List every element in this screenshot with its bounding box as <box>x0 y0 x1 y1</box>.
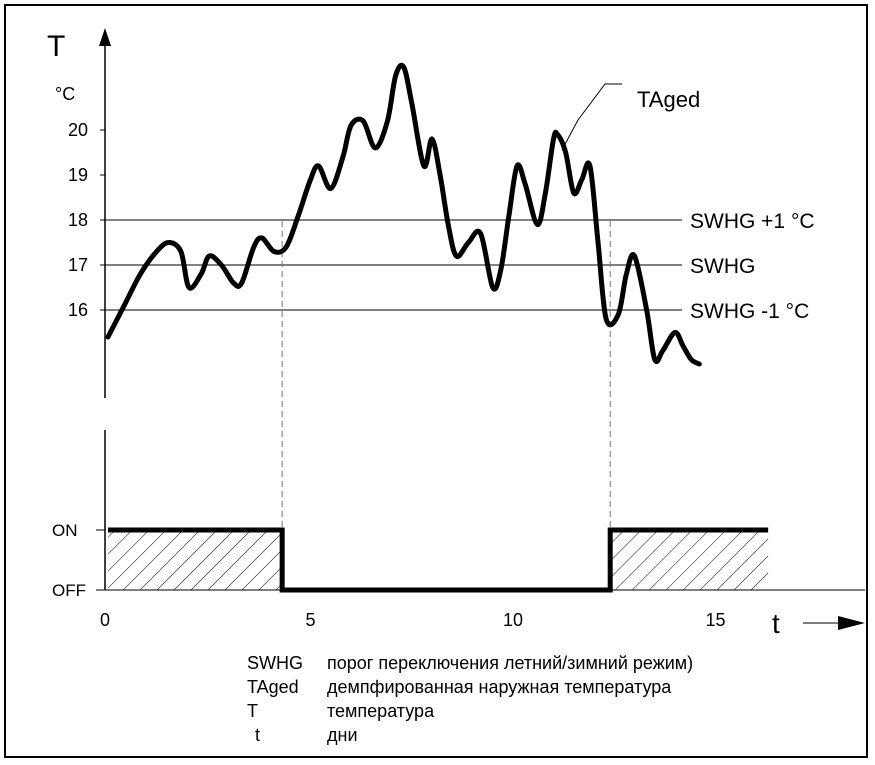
taged-curve <box>108 65 699 364</box>
taged-leader-line <box>562 84 622 150</box>
legend-desc: демпфированная наружная температура <box>327 676 671 698</box>
threshold-label: SWHG -1 °C <box>690 300 809 323</box>
y-tick-label: 17 <box>68 255 88 275</box>
y-tick-label: 18 <box>68 210 88 230</box>
legend-desc: дни <box>327 724 358 746</box>
legend-abbr: T <box>247 700 258 722</box>
threshold-label: SWHG <box>690 255 755 278</box>
x-tick-label: 15 <box>705 610 725 630</box>
y-axis-unit: °C <box>55 84 75 104</box>
y-tick-label: 16 <box>68 300 88 320</box>
on-hatched-region <box>108 530 282 590</box>
y-axis-symbol: T <box>47 30 65 63</box>
x-tick-label: 10 <box>503 610 523 630</box>
legend-abbr: SWHG <box>247 652 303 674</box>
threshold-label: SWHG +1 °C <box>690 210 815 233</box>
state-on-label: ON <box>52 521 78 540</box>
legend-desc: температура <box>327 700 434 722</box>
y-axis-arrow <box>99 28 111 46</box>
x-tick-label: 0 <box>100 610 110 630</box>
legend-abbr: TAged <box>247 676 299 698</box>
state-off-label: OFF <box>52 581 86 600</box>
on-hatched-region <box>610 530 768 590</box>
x-axis-symbol: t <box>772 608 780 639</box>
x-tick-label: 5 <box>305 610 315 630</box>
taged-label: TAged <box>637 87 700 112</box>
legend-desc: порог переключения летний/зимний режим) <box>327 652 693 674</box>
y-tick-label: 20 <box>68 120 88 140</box>
x-axis-arrow <box>838 616 865 630</box>
y-tick-label: 19 <box>68 165 88 185</box>
legend-abbr: t <box>255 724 260 746</box>
